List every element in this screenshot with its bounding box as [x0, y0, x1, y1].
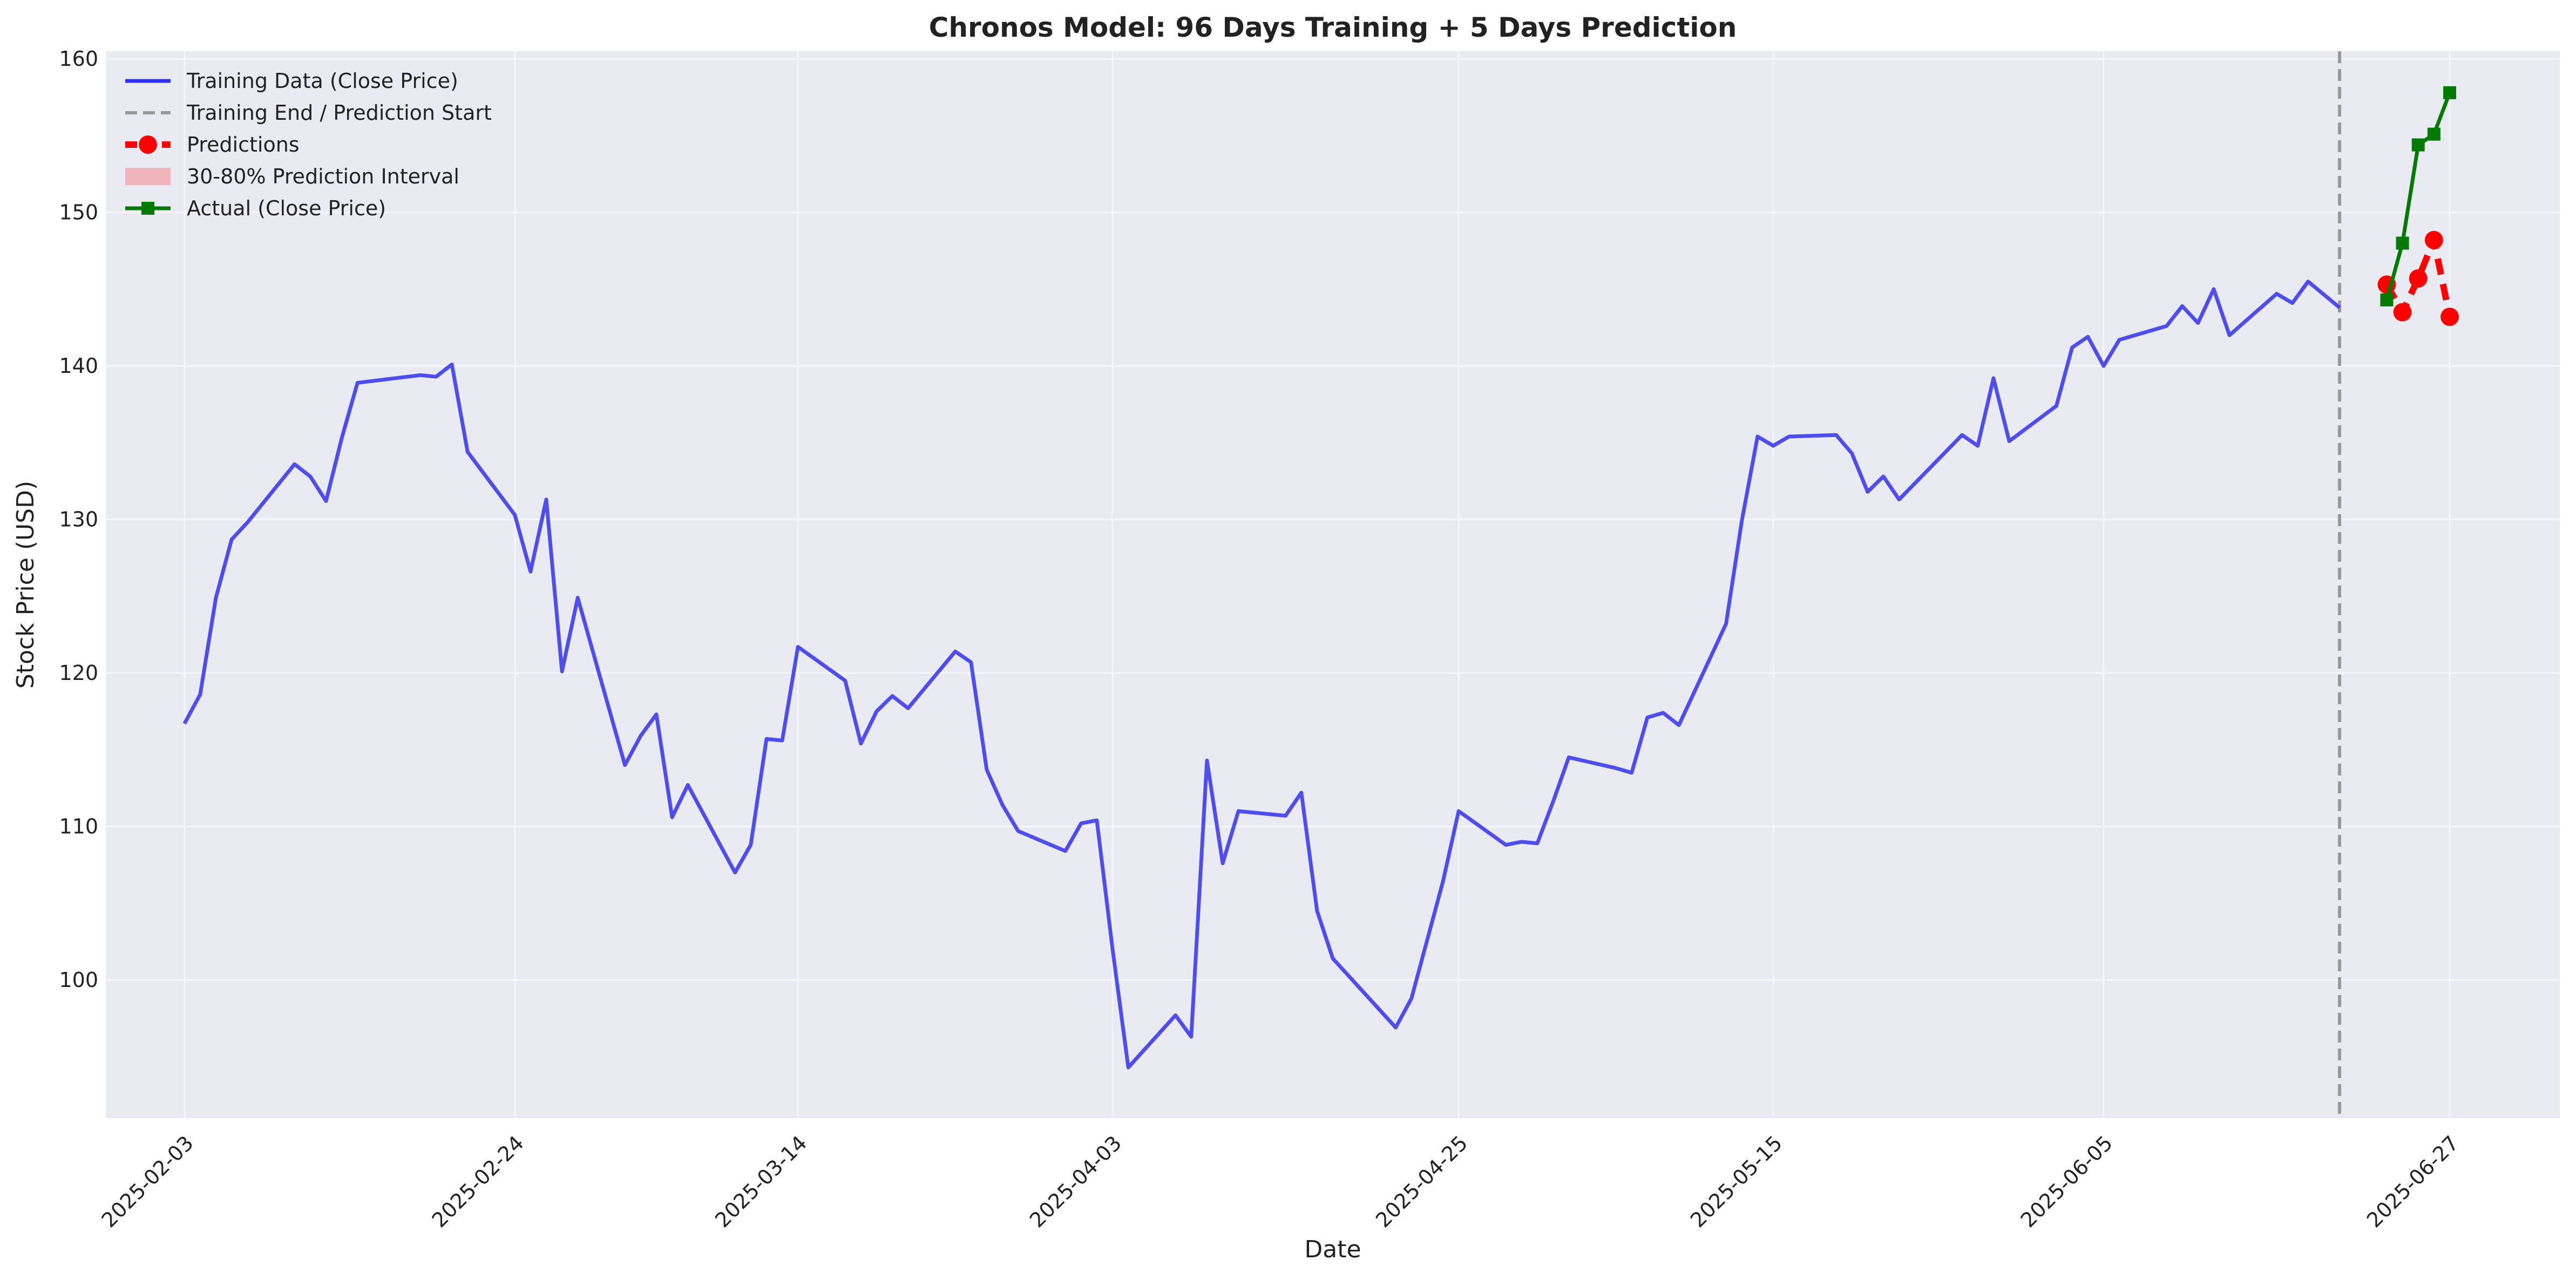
legend-label: Actual (Close Price) — [187, 196, 386, 220]
series-line — [2384, 236, 2453, 318]
grid — [106, 51, 2560, 1118]
legend-label: Training End / Prediction Start — [186, 101, 492, 125]
actual-point — [2396, 236, 2409, 250]
legend-label: Training Data (Close Price) — [186, 69, 458, 93]
y-tick-label: 100 — [59, 968, 98, 992]
actual-point — [2427, 127, 2441, 141]
chart-title: Chronos Model: 96 Days Training + 5 Days… — [929, 12, 1737, 43]
y-tick-label: 140 — [59, 354, 98, 378]
legend-label: 30-80% Prediction Interval — [187, 165, 459, 188]
actual-point — [2411, 138, 2425, 152]
y-tick-label: 150 — [59, 201, 98, 224]
actual-point — [2443, 86, 2457, 99]
legend-marker — [139, 135, 157, 154]
legend-swatch — [125, 168, 171, 185]
y-axis-ticks: 100 110 120 130 140 150 160 — [59, 47, 98, 992]
y-tick-label: 110 — [59, 815, 98, 839]
y-axis-label: Stock Price (USD) — [12, 481, 39, 689]
legend: Training Data (Close Price) Training End … — [125, 69, 492, 220]
prediction-point — [2393, 303, 2412, 322]
legend-label: Predictions — [187, 133, 300, 156]
prediction-point — [2441, 308, 2459, 326]
y-tick-label: 160 — [59, 47, 98, 71]
legend-marker — [141, 202, 154, 215]
x-axis-label: Date — [1304, 1236, 1361, 1263]
actual-point — [2380, 293, 2394, 307]
prediction-point — [2409, 269, 2428, 288]
prediction-point — [2424, 230, 2443, 249]
series-group — [182, 86, 2459, 1070]
y-tick-label: 120 — [59, 661, 98, 685]
series-line — [182, 280, 2341, 1070]
y-tick-label: 130 — [59, 508, 98, 532]
